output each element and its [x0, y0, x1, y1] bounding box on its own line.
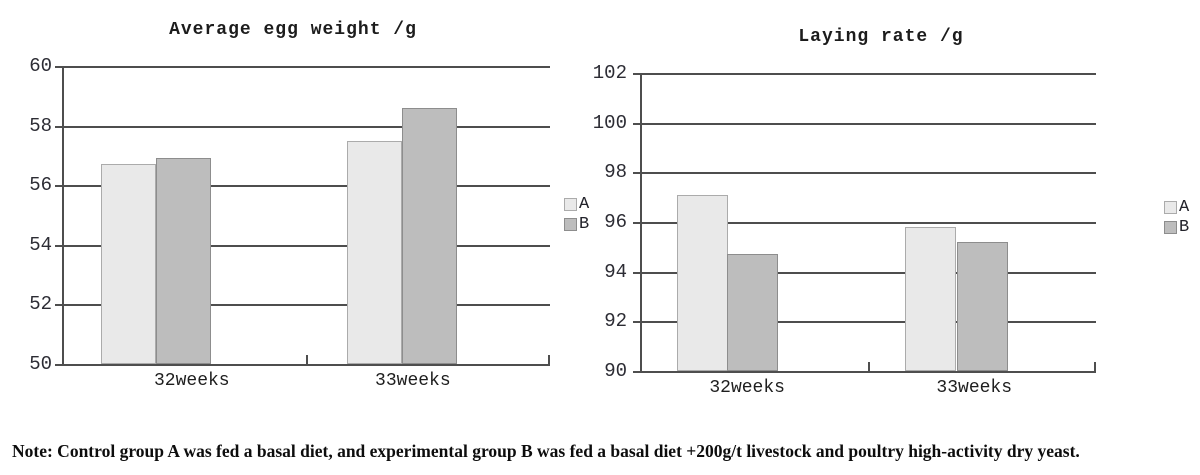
gridline: [62, 125, 550, 128]
y-tick-mark: [633, 222, 640, 224]
x-tick-mark: [548, 355, 550, 364]
chart-title: Average egg weight /g: [169, 20, 417, 40]
y-tick-label: 100: [592, 111, 627, 134]
legend-item-b: B: [1164, 218, 1190, 237]
legend-swatch-b: [1164, 221, 1177, 234]
x-axis-line: [640, 371, 1096, 373]
bar-a-33weeks: [904, 226, 956, 371]
y-tick-label: 60: [29, 55, 52, 77]
legend-label: A: [1179, 198, 1190, 217]
gridline: [640, 172, 1096, 175]
gridline: [62, 185, 550, 188]
legend-item-a: A: [1164, 198, 1190, 217]
x-tick-mark: [868, 362, 870, 371]
legend-item-b: B: [564, 215, 590, 234]
bar-a-32weeks: [676, 194, 728, 371]
bar-b-32weeks: [156, 158, 212, 364]
legend-swatch-a: [564, 198, 577, 211]
y-tick-label: 92: [604, 310, 627, 333]
bar-a-32weeks: [101, 164, 157, 364]
y-tick-mark: [633, 371, 640, 373]
y-tick-label: 102: [592, 62, 627, 84]
bar-b-33weeks: [956, 241, 1008, 371]
y-tick-mark: [633, 271, 640, 274]
y-tick-mark: [55, 185, 62, 188]
x-axis-line: [62, 364, 550, 366]
x-axis-category-label: 33weeks: [936, 378, 1013, 398]
y-tick-label: 96: [604, 211, 627, 233]
gridline: [640, 122, 1096, 125]
y-tick-mark: [55, 66, 62, 68]
legend-label: B: [1179, 218, 1190, 237]
x-tick-mark: [306, 355, 308, 364]
gridline: [62, 244, 550, 247]
x-axis-category-label: 33weeks: [375, 371, 451, 391]
gridline: [62, 304, 550, 307]
chart-title: Laying rate /g: [798, 27, 964, 47]
legend-swatch-b: [564, 218, 577, 231]
gridline: [640, 271, 1096, 274]
y-tick-mark: [633, 122, 640, 125]
legend-item-a: A: [564, 195, 590, 214]
legend-label: B: [579, 215, 590, 234]
y-axis-line: [640, 73, 642, 373]
y-tick-label: 94: [604, 260, 627, 283]
y-tick-mark: [633, 172, 640, 175]
y-tick-label: 54: [29, 233, 52, 256]
y-tick-mark: [55, 244, 62, 247]
x-tick-mark: [1094, 362, 1096, 371]
y-tick-mark: [55, 304, 62, 307]
x-axis-category-label: 32weeks: [709, 378, 785, 398]
note-text: Note: Control group A was fed a basal di…: [12, 441, 1080, 461]
y-tick-label: 50: [29, 353, 52, 375]
y-tick-label: 52: [29, 293, 52, 316]
y-tick-mark: [55, 125, 62, 128]
y-axis-line: [62, 66, 64, 366]
y-tick-mark: [633, 73, 640, 75]
y-tick-mark: [633, 321, 640, 324]
y-tick-mark: [55, 364, 62, 366]
legend-swatch-a: [1164, 201, 1177, 214]
gridline: [640, 222, 1096, 224]
gridline: [640, 73, 1096, 75]
gridline: [640, 321, 1096, 324]
bar-b-33weeks: [402, 107, 458, 364]
bar-b-32weeks: [727, 254, 779, 371]
y-tick-label: 90: [604, 360, 627, 382]
bar-a-33weeks: [346, 140, 403, 364]
x-axis-category-label: 32weeks: [153, 371, 230, 391]
legend-label: A: [579, 195, 590, 214]
gridline: [62, 66, 550, 68]
y-tick-label: 98: [604, 161, 627, 184]
y-tick-label: 56: [29, 174, 52, 197]
y-tick-label: 58: [29, 114, 52, 137]
